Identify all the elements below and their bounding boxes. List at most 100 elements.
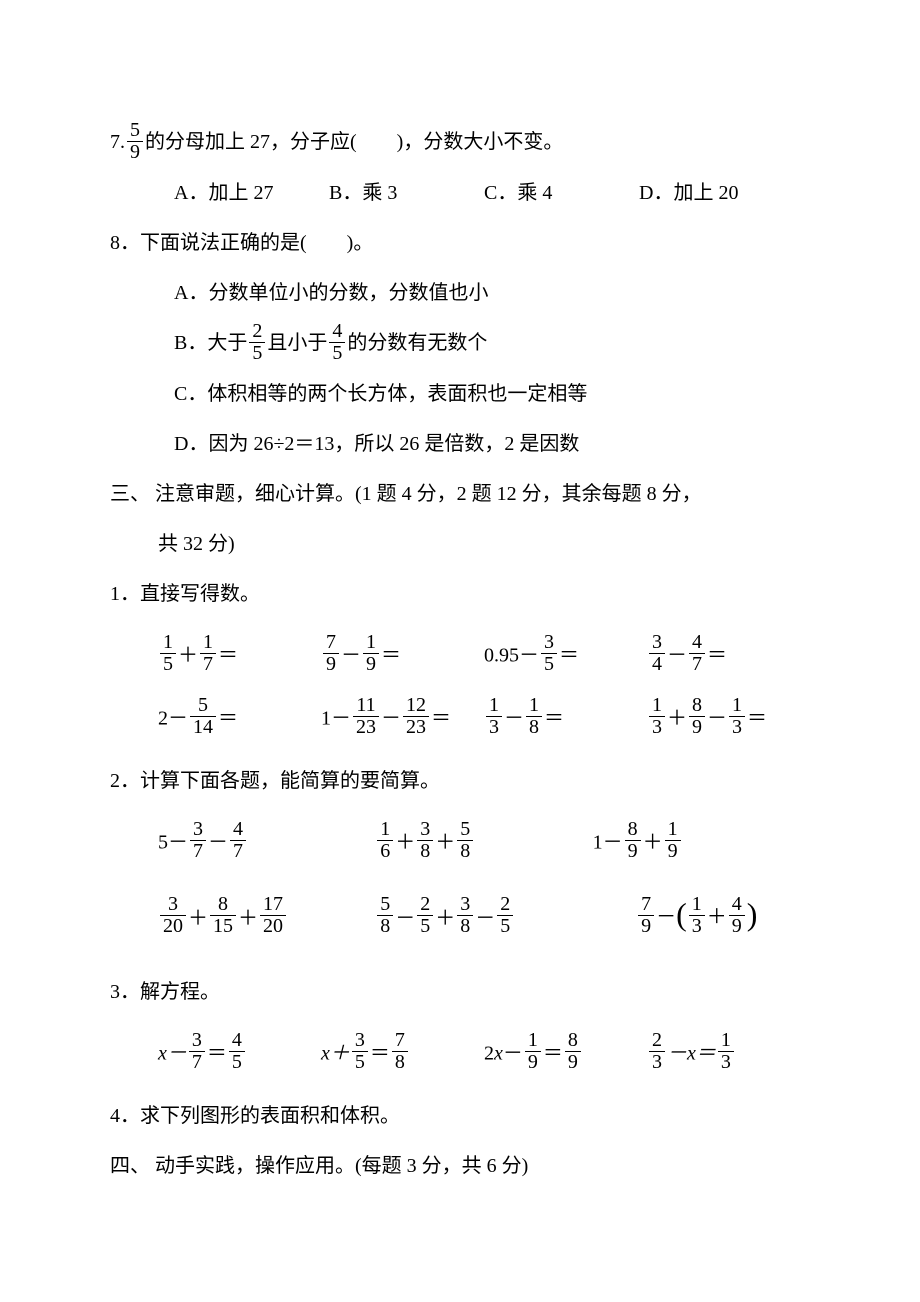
text: 5－ <box>158 831 188 853</box>
r1d: 34－47＝ <box>647 632 810 677</box>
r4b: 58－25＋38－25 <box>375 895 636 940</box>
r5b: x＋35＝78 <box>321 1030 484 1075</box>
sec3-title-b: 共 32 分) <box>110 522 810 566</box>
frac: 19 <box>363 632 379 675</box>
op: ＋ <box>238 907 258 929</box>
frac: 35 <box>352 1030 368 1073</box>
frac: 35 <box>541 632 557 675</box>
calc-row-4: 320＋815＋1720 58－25＋38－25 79－(13＋49) <box>110 882 810 952</box>
eq: ＝ <box>544 708 564 730</box>
eq: ＝ <box>218 644 238 666</box>
frac: 19 <box>665 819 681 862</box>
op: － <box>656 906 676 928</box>
sec3-p2: 2．计算下面各题，能简算的要简算。 <box>110 759 810 803</box>
op: － <box>381 708 401 730</box>
frac: 58 <box>377 894 393 937</box>
r4c: 79－(13＋49) <box>636 882 832 952</box>
frac: 13 <box>649 695 665 738</box>
frac: 815 <box>210 894 236 937</box>
frac: 320 <box>160 894 186 937</box>
calc-row-2: 2－514＝ 1－1123－1223＝ 13－18＝ 13＋89－13＝ <box>110 695 810 740</box>
op: － <box>341 644 361 666</box>
text: 0.95－ <box>484 644 539 666</box>
r5d: 23－x＝13 <box>647 1030 810 1075</box>
op: － <box>395 907 415 929</box>
frac: 49 <box>729 894 745 937</box>
rparen: ) <box>747 879 758 949</box>
q7-prefix: 7. <box>110 131 125 153</box>
frac: 1123 <box>353 695 379 738</box>
r1a: 15＋17＝ <box>158 632 321 677</box>
frac-5-9: 59 <box>127 120 143 163</box>
frac: 13 <box>689 894 705 937</box>
eq: ＝ <box>431 708 451 730</box>
q7-opt-c: C．乘 4 <box>484 171 634 215</box>
var-x: x－ <box>158 1043 187 1065</box>
sec3-p1: 1．直接写得数。 <box>110 572 810 616</box>
var-x: x＋ <box>321 1043 350 1065</box>
calc-row-1: 15＋17＝ 79－19＝ 0.95－35＝ 34－47＝ <box>110 632 810 677</box>
text: 1－ <box>593 831 623 853</box>
op: ＋ <box>188 907 208 929</box>
frac: 79 <box>323 632 339 675</box>
eq: ＝ <box>559 644 579 666</box>
frac: 78 <box>392 1030 408 1073</box>
q7-opt-a: A．加上 27 <box>174 171 324 215</box>
frac: 17 <box>200 632 216 675</box>
q8-opt-d: D．因为 26÷2＝13，所以 26 是倍数，2 是因数 <box>110 422 810 466</box>
frac: 23 <box>649 1030 665 1073</box>
q7-opt-d: D．加上 20 <box>639 171 738 215</box>
calc-row-3: 5－37－47 16＋38＋58 1－89＋19 <box>110 819 810 864</box>
op: ＋ <box>435 907 455 929</box>
frac: 34 <box>649 632 665 675</box>
op: － <box>667 644 687 666</box>
op: ＋ <box>667 708 687 730</box>
r1c: 0.95－35＝ <box>484 632 647 677</box>
lparen: ( <box>676 879 687 949</box>
text: 1－ <box>321 708 351 730</box>
r2c: 13－18＝ <box>484 695 647 740</box>
q7-opt-b: B．乘 3 <box>329 171 479 215</box>
q8-opt-b: B．大于25且小于45的分数有无数个 <box>110 321 810 366</box>
frac: 25 <box>497 894 513 937</box>
q8-opt-a: A．分数单位小的分数，分数值也小 <box>110 271 810 315</box>
frac: 514 <box>190 695 216 738</box>
r2b: 1－1123－1223＝ <box>321 695 484 740</box>
q7-text: 的分母加上 27，分子应( )，分数大小不变。 <box>145 131 563 153</box>
op: ＋ <box>707 906 727 928</box>
frac-2-5: 25 <box>249 321 265 364</box>
eq: ＝ <box>370 1043 390 1065</box>
frac: 38 <box>457 894 473 937</box>
frac: 79 <box>638 894 654 937</box>
r1b: 79－19＝ <box>321 632 484 677</box>
frac: 89 <box>689 695 705 738</box>
op: － <box>707 708 727 730</box>
q8b-before: B．大于 <box>174 332 247 354</box>
eq: ＝ <box>218 708 238 730</box>
frac: 45 <box>229 1030 245 1073</box>
eq: ＝ <box>207 1043 227 1065</box>
q7-stem: 7.59的分母加上 27，分子应( )，分数大小不变。 <box>110 120 810 165</box>
op: ＋ <box>178 644 198 666</box>
frac: 13 <box>486 695 502 738</box>
frac: 13 <box>718 1030 734 1073</box>
frac: 47 <box>230 819 246 862</box>
q8-stem: 8．下面说法正确的是( )。 <box>110 221 810 265</box>
op: ＋ <box>643 831 663 853</box>
op: － <box>504 708 524 730</box>
frac: 25 <box>417 894 433 937</box>
calc-row-5: x－37＝45 x＋35＝78 2x－19＝89 23－x＝13 <box>110 1030 810 1075</box>
eq: ＝ <box>381 644 401 666</box>
frac: 37 <box>190 819 206 862</box>
q8b-after: 的分数有无数个 <box>347 332 487 354</box>
frac: 47 <box>689 632 705 675</box>
frac: 18 <box>526 695 542 738</box>
r4a: 320＋815＋1720 <box>158 895 375 940</box>
sec3-p4: 4．求下列图形的表面积和体积。 <box>110 1094 810 1138</box>
sec3-title-a: 三、 注意审题，细心计算。(1 题 4 分，2 题 12 分，其余每题 8 分， <box>110 472 810 516</box>
frac: 1223 <box>403 695 429 738</box>
q8b-mid: 且小于 <box>267 332 327 354</box>
text: 2－ <box>158 708 188 730</box>
eq: ＝ <box>747 708 767 730</box>
op: － <box>475 907 495 929</box>
